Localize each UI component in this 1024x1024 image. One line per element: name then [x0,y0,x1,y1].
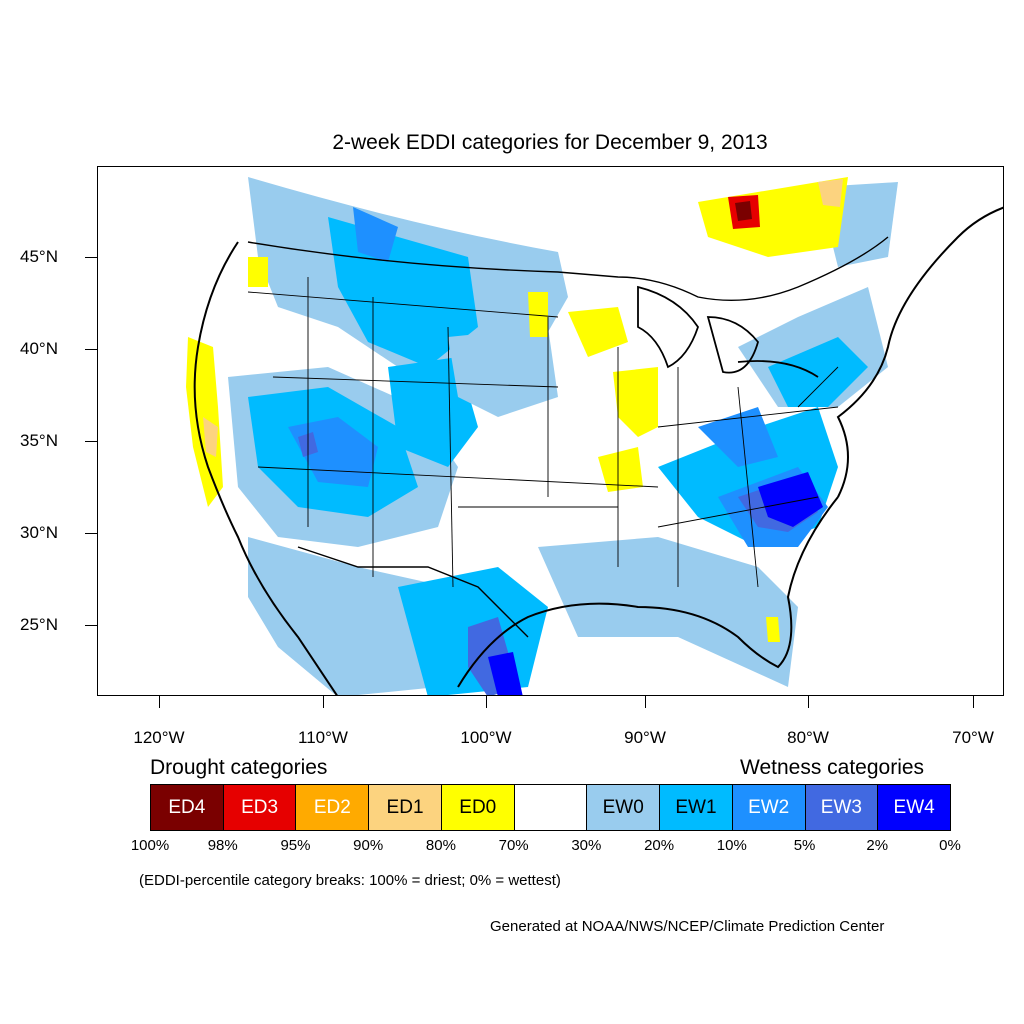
lat-tick-mark [85,349,97,350]
map-canvas [186,167,1003,695]
drought-heading: Drought categories [150,756,328,779]
legend-swatch-ed0: ED0 [440,784,515,831]
carolina-ew4 [758,472,823,527]
percentile-break-label: 5% [793,837,816,854]
wetness-areas [228,177,898,695]
percentile-break-label: 80% [425,837,456,854]
west-coast [193,241,338,695]
legend-swatch-ew1: EW1 [659,784,733,831]
lon-tick-mark [973,696,974,708]
credit-line: Generated at NOAA/NWS/NCEP/Climate Predi… [490,918,885,935]
lon-tick-label: 80°W [787,728,829,747]
lon-tick-mark [159,696,160,708]
percentile-break-label: 20% [644,837,675,854]
illinois-ed0 [613,367,658,437]
missouri-ed0 [598,447,643,492]
east-coast [836,206,1003,498]
eddi-map [97,166,1004,696]
lat-tick-mark [85,533,97,534]
lat-tick-label: 40°N [20,339,58,358]
south-texas-ew4 [488,652,523,695]
percentile-break-label: 98% [207,837,238,854]
montana-ew2 [353,207,398,262]
legend-swatch-ew4: EW4 [877,784,951,831]
great-lakes [637,285,819,378]
lon-tick-mark [808,696,809,708]
lon-tick-label: 90°W [624,728,666,747]
lon-tick-label: 70°W [952,728,994,747]
lat-tick-mark [85,257,97,258]
quebec-ed1 [818,179,843,207]
legend-swatch-ed2: ED2 [295,784,370,831]
legend-swatch-ew2: EW2 [731,784,806,831]
percentile-break-label: 70% [498,837,529,854]
category-legend: ED4 ED3 ED2 ED1 ED0 EW0 EW1 EW2 EW3 EW4 [150,784,951,831]
lat-tick-label: 35°N [20,431,58,450]
state-lines [247,277,839,588]
lon-tick-label: 120°W [133,728,185,747]
gulf-coast [457,496,839,688]
lat-tick-label: 45°N [20,247,58,266]
lat-tick-mark [85,441,97,442]
legend-swatch-ew3: EW3 [804,784,879,831]
map-title: 2-week EDDI categories for December 9, 2… [332,131,768,154]
percentile-break-label: 2% [866,837,889,854]
map-lines [193,206,1003,695]
lon-tick-mark [486,696,487,708]
canada-border [247,236,889,302]
ohio-valley-ew2 [698,407,778,467]
percentile-break-label: 90% [353,837,384,854]
lat-tick-label: 30°N [20,523,58,542]
lon-tick-mark [323,696,324,708]
drought-areas [186,177,848,642]
wisconsin-ed0 [568,307,628,357]
colorado-ew1 [388,357,478,467]
legend-swatch-ed3: ED3 [222,784,297,831]
legend-swatch-neutral [513,784,588,831]
lat-tick-mark [85,625,97,626]
minnesota-ed0 [528,292,548,337]
northeast-ew1 [768,337,868,407]
category-note: (EDDI-percentile category breaks: 100% =… [139,872,561,889]
mexico-border [297,546,529,638]
gulf-coast-wet [538,537,798,687]
wetness-heading: Wetness categories [740,756,925,779]
percentile-break-label: 95% [280,837,311,854]
percentile-break-label: 10% [716,837,747,854]
percentile-break-label: 30% [571,837,602,854]
midwest-wet [448,327,558,417]
lat-tick-label: 25°N [20,615,58,634]
percentile-break-label: 100% [130,837,170,854]
legend-swatch-ed1: ED1 [368,784,442,831]
percentile-break-label: 0% [939,837,961,854]
lon-tick-mark [645,696,646,708]
idaho-ed0 [248,257,268,287]
legend-swatch-ew0: EW0 [586,784,661,831]
california-ed1 [203,417,218,457]
legend-swatch-ed4: ED4 [150,784,224,831]
quebec-ed4 [735,201,752,221]
florida-ed0 [766,617,780,642]
lon-tick-label: 100°W [460,728,512,747]
lon-tick-label: 110°W [298,728,348,747]
